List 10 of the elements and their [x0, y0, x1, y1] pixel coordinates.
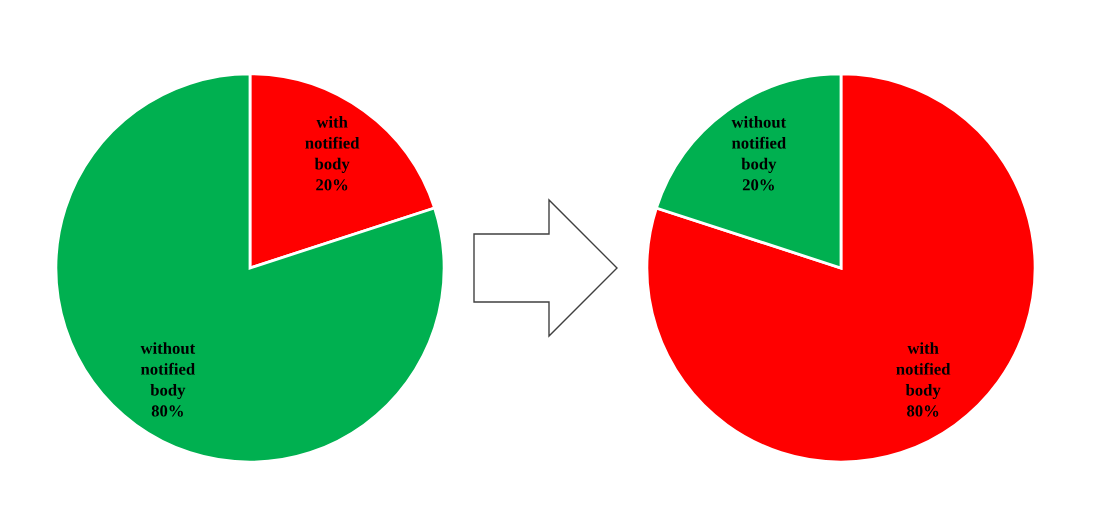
- slice-label: with notified body: [305, 116, 360, 173]
- data-label: 80%: [907, 405, 939, 417]
- data-label: 80%: [151, 405, 183, 417]
- slice-label: with notified body: [896, 342, 951, 400]
- data-label: 20%: [742, 179, 774, 191]
- data-label: 20%: [316, 179, 348, 191]
- pie-slice: [54, 72, 446, 464]
- slice-label: without notified body: [140, 342, 196, 400]
- slice-label: without notified body: [731, 116, 787, 173]
- pie-slice: [645, 72, 1037, 464]
